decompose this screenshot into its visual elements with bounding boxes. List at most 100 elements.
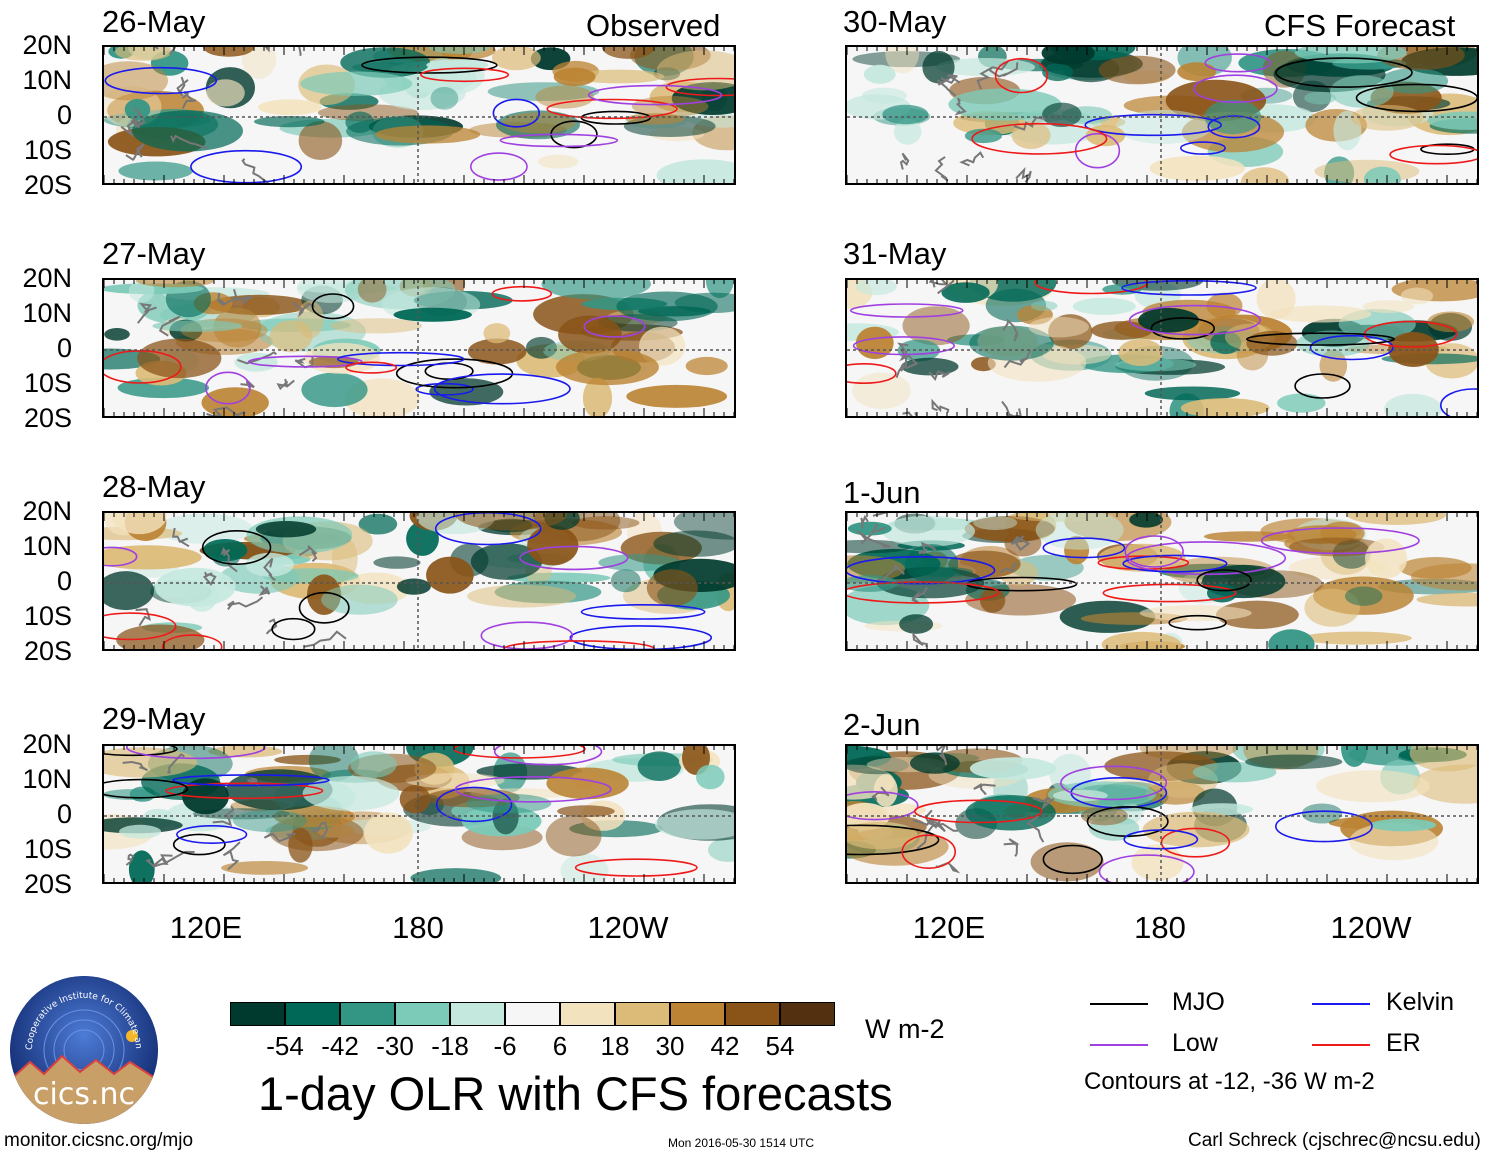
olr-anomaly-blob [1301, 803, 1343, 824]
coastline [973, 782, 996, 795]
wave-contour [1084, 113, 1223, 137]
map-panel-left-3 [102, 511, 736, 651]
olr-anomaly-blob [882, 104, 929, 125]
lon-label-180-right: 180 [1134, 910, 1186, 945]
wave-contour [1196, 569, 1252, 592]
olr-anomaly-blob [881, 515, 975, 547]
legend-line-er [1312, 1044, 1370, 1046]
colorbar-tick-label: 54 [765, 1031, 795, 1061]
lon-label-120w-left: 120W [587, 910, 669, 945]
olr-anomaly-blob [1245, 754, 1343, 770]
coastline [240, 378, 255, 390]
coastline [206, 406, 246, 416]
panel-date-left-3: 28-May [102, 469, 206, 504]
colorbar-tick-label: -42 [321, 1031, 359, 1061]
olr-anomaly-blob [393, 307, 472, 322]
coastline [298, 47, 302, 56]
olr-anomaly-blob [241, 47, 277, 79]
olr-anomaly-blob [525, 336, 557, 359]
coastline [125, 853, 135, 866]
wave-contour [847, 363, 897, 384]
wave-contour [574, 858, 698, 877]
wave-contour [569, 625, 713, 649]
olr-anomaly-blob [546, 767, 629, 800]
wave-contour [104, 612, 177, 641]
olr-map [847, 746, 1477, 882]
coastline [265, 618, 278, 635]
panel-date-left-1: 26-May [102, 4, 206, 39]
olr-anomaly-blob [115, 47, 172, 61]
olr-anomaly-blob [258, 99, 322, 116]
coastline [860, 523, 886, 545]
coastline [1013, 116, 1046, 131]
lat-label-10n-row2: 10N [22, 298, 72, 328]
coastline [1015, 166, 1032, 183]
wave-contour [311, 293, 355, 320]
olr-anomaly-blob [136, 280, 215, 288]
olr-anomaly-blob [861, 87, 907, 104]
olr-anomaly-blob [1240, 167, 1290, 183]
coastline [304, 630, 347, 648]
colorbar-swatch [395, 1002, 450, 1026]
wave-contour [1440, 388, 1477, 416]
coastline [928, 370, 951, 382]
colorbar-tick-label: 6 [552, 1031, 568, 1061]
olr-anomaly-blob [527, 525, 579, 566]
coastline [976, 60, 1009, 90]
lat-label-0-row1: 0 [56, 100, 72, 130]
wave-contour [205, 371, 251, 405]
panel-date-left-2: 27-May [102, 236, 206, 271]
coastline [912, 818, 942, 829]
colorbar-swatch [505, 1002, 560, 1026]
lat-label-20s-row2: 20S [23, 403, 72, 433]
olr-anomaly-blob [118, 161, 193, 181]
colorbar-swatch [230, 1002, 285, 1026]
map-panel-right-4 [845, 744, 1479, 884]
coastline [133, 107, 146, 129]
olr-anomaly-blob [582, 377, 613, 416]
olr-anomaly-blob [137, 338, 222, 379]
olr-anomaly-blob [128, 850, 155, 882]
olr-anomaly-blob [885, 47, 920, 74]
olr-anomaly-blob [104, 571, 154, 611]
wave-contour [503, 640, 655, 649]
olr-anomaly-blob [124, 98, 151, 121]
coastline [959, 151, 985, 167]
olr-anomaly-blob [350, 751, 397, 778]
map-panel-left-4 [102, 744, 736, 884]
olr-anomaly-blob [637, 751, 682, 781]
olr-anomaly-blob [639, 326, 686, 366]
wave-contour [361, 56, 498, 74]
olr-map [847, 47, 1477, 183]
coastline [912, 631, 928, 647]
wave-contour [665, 77, 734, 97]
olr-anomaly-blob [852, 372, 911, 409]
coastline [202, 571, 217, 587]
colorbar-swatch [615, 1002, 670, 1026]
olr-anomaly-blob [553, 67, 596, 87]
wave-contour [493, 746, 603, 766]
olr-anomaly-blob [847, 821, 918, 850]
olr-anomaly-blob [1270, 305, 1372, 323]
wave-contour [1389, 144, 1477, 165]
olr-anomaly-blob [297, 300, 324, 339]
wave-contour [1245, 332, 1395, 346]
wave-contour [1042, 537, 1126, 559]
wave-contour [395, 358, 514, 389]
olr-anomaly-blob [910, 752, 960, 774]
wave-contour [913, 799, 1043, 824]
colorbar-tick-label: -18 [431, 1031, 469, 1061]
olr-anomaly-blob [1118, 339, 1163, 366]
coastline [1011, 535, 1031, 552]
coastline [135, 608, 151, 627]
olr-anomaly-blob [941, 282, 990, 303]
olr-anomaly-blob [104, 61, 168, 101]
wave-contour [994, 57, 1048, 94]
olr-anomaly-blob [863, 64, 896, 84]
olr-anomaly-blob [1035, 513, 1124, 550]
wave-contour [248, 355, 363, 368]
wave-contour [1260, 527, 1420, 555]
olr-anomaly-blob [234, 352, 278, 372]
olr-anomaly-blob [1206, 292, 1243, 319]
olr-anomaly-blob [685, 356, 728, 376]
